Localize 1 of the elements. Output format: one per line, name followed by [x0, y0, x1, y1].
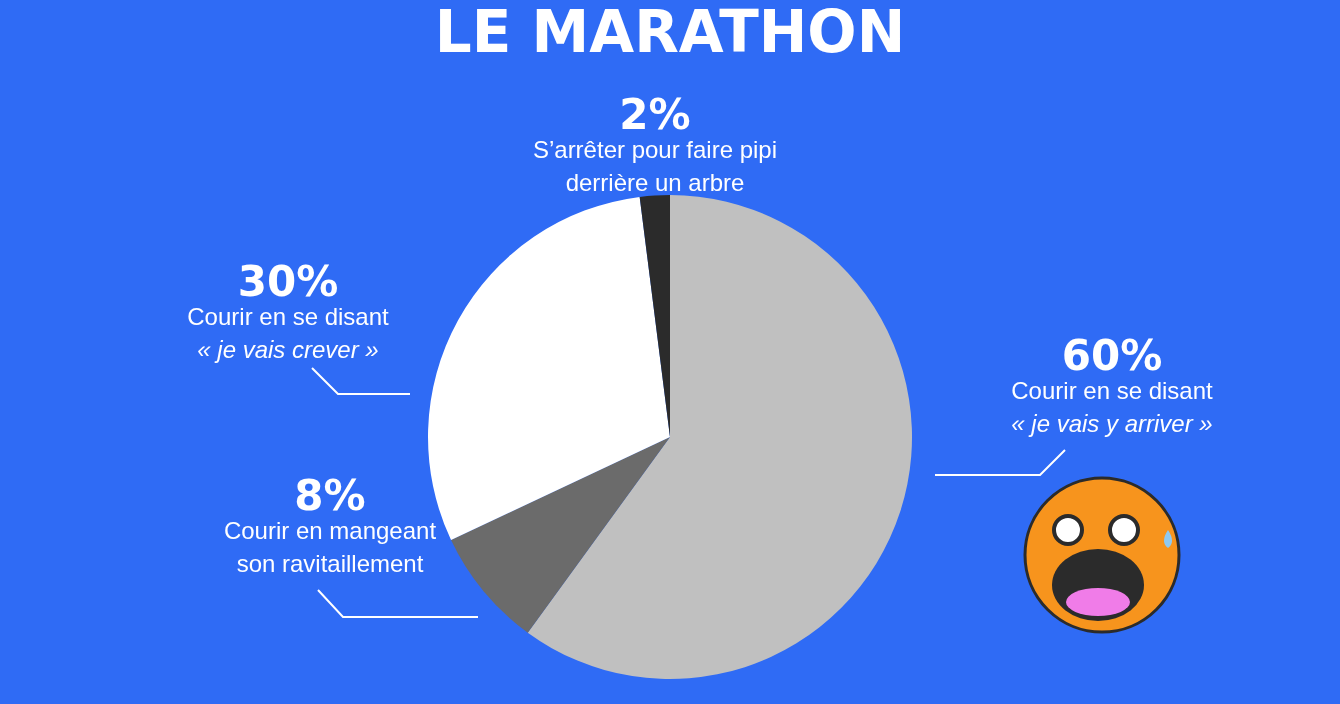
chart-title: LE MARATHON — [434, 0, 906, 67]
